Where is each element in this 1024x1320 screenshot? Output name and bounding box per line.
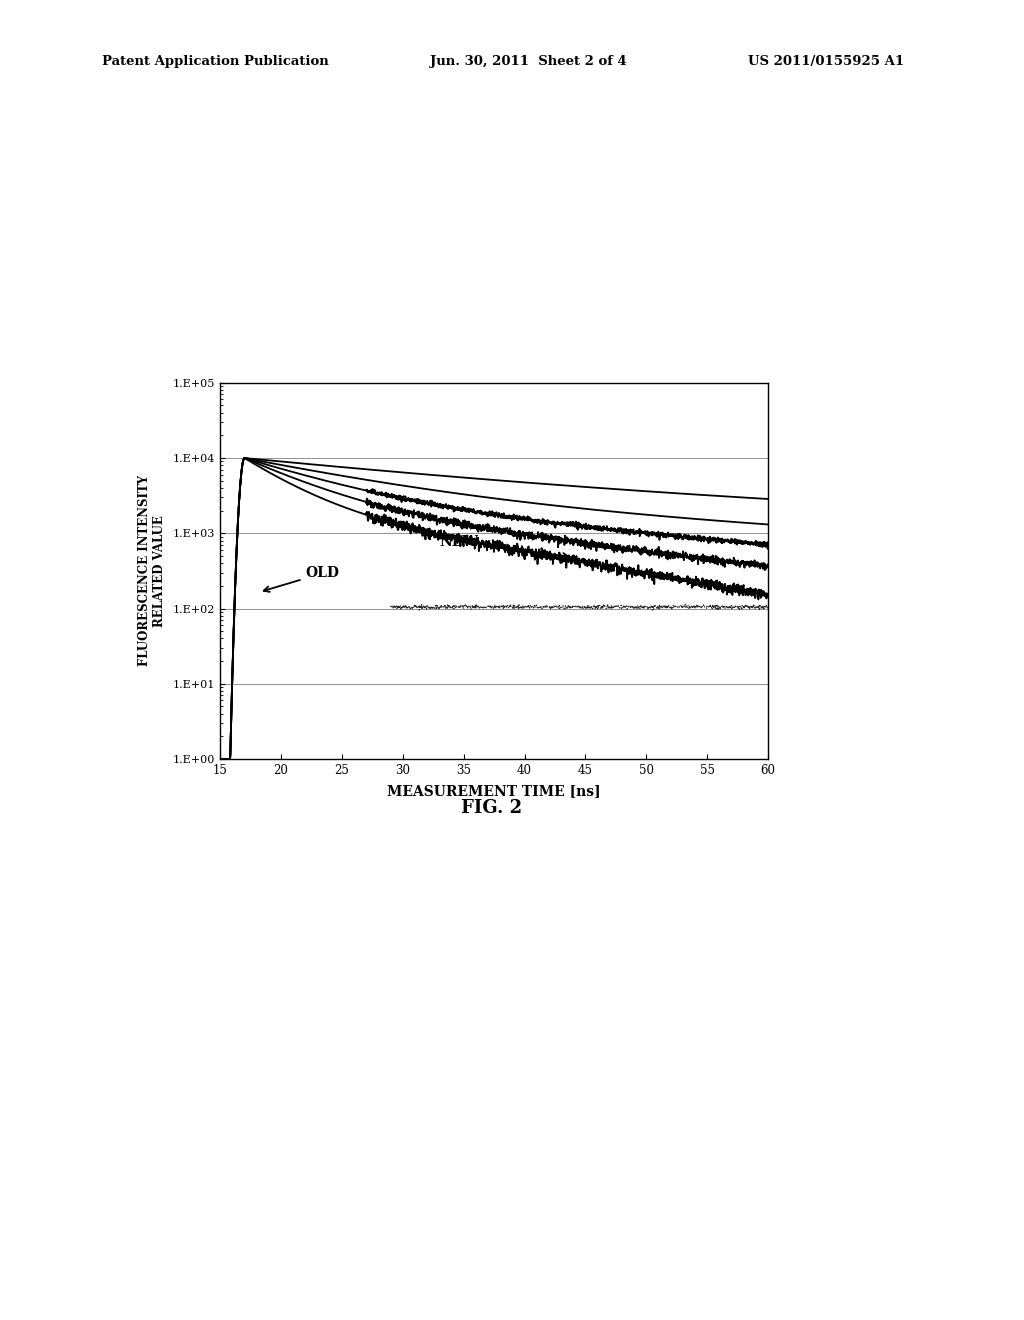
Text: OLD: OLD: [264, 566, 339, 591]
Text: NEW: NEW: [439, 535, 568, 558]
Y-axis label: FLUORESCENCE INTENSITY
RELATED VALUE: FLUORESCENCE INTENSITY RELATED VALUE: [138, 475, 166, 667]
Text: FIG. 2: FIG. 2: [461, 799, 522, 817]
X-axis label: MEASUREMENT TIME [ns]: MEASUREMENT TIME [ns]: [387, 784, 601, 797]
Text: US 2011/0155925 A1: US 2011/0155925 A1: [748, 55, 903, 69]
Text: Patent Application Publication: Patent Application Publication: [102, 55, 329, 69]
Text: Jun. 30, 2011  Sheet 2 of 4: Jun. 30, 2011 Sheet 2 of 4: [430, 55, 627, 69]
